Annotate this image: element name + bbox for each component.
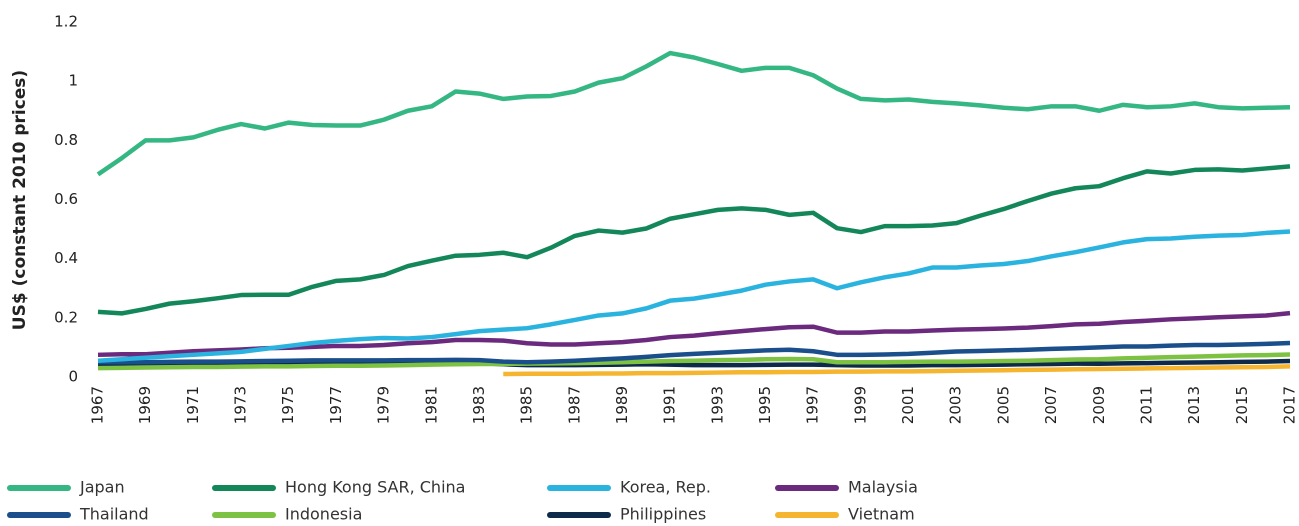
legend-label: Malaysia xyxy=(848,478,918,497)
y-tick-label: 0.2 xyxy=(54,308,78,326)
x-tick-label: 2005 xyxy=(994,386,1012,424)
x-tick-label: 1991 xyxy=(661,386,679,424)
series-line xyxy=(97,164,1291,316)
series-line xyxy=(97,310,1291,358)
x-tick-label: 1983 xyxy=(470,386,488,424)
y-axis-label: US$ (constant 2010 prices) xyxy=(10,70,30,330)
x-tick-label: 2003 xyxy=(947,386,965,424)
x-tick-label: 2001 xyxy=(899,386,917,424)
x-tick-label: 1971 xyxy=(184,386,202,424)
legend-label: Vietnam xyxy=(848,505,915,524)
x-tick-label: 2013 xyxy=(1185,386,1203,424)
x-tick-label: 1977 xyxy=(327,386,345,424)
y-tick-label: 0.4 xyxy=(54,249,78,267)
x-tick-label: 1975 xyxy=(279,386,297,424)
x-tick-label: 1995 xyxy=(756,386,774,424)
x-tick-label: 1979 xyxy=(375,386,393,424)
legend-label: Hong Kong SAR, China xyxy=(285,478,465,497)
x-tick-label: 1987 xyxy=(565,386,583,424)
legend-label: Thailand xyxy=(79,505,149,524)
legend-label: Indonesia xyxy=(285,505,362,524)
x-tick-label: 1967 xyxy=(89,386,107,424)
x-tick-label: 2009 xyxy=(1090,386,1108,424)
x-tick-label: 1989 xyxy=(613,386,631,424)
x-tick-label: 1973 xyxy=(232,386,250,424)
x-tick-label: 1985 xyxy=(518,386,536,424)
x-tick-label: 1993 xyxy=(708,386,726,424)
x-tick-label: 1969 xyxy=(136,386,154,424)
series-line xyxy=(98,340,1291,365)
y-tick-label: 1.2 xyxy=(54,13,78,31)
series-line xyxy=(97,229,1291,363)
x-tick-label: 1999 xyxy=(851,386,869,424)
x-tick-label: 1997 xyxy=(804,386,822,424)
legend-label: Korea, Rep. xyxy=(620,478,711,497)
y-tick-label: 0.8 xyxy=(54,131,78,149)
legend-label: Philippines xyxy=(620,505,706,524)
x-tick-label: 2011 xyxy=(1137,386,1155,424)
x-tick-label: 2015 xyxy=(1233,386,1251,424)
y-tick-label: 1 xyxy=(68,72,78,90)
series-line xyxy=(97,352,1291,371)
x-tick-label: 1981 xyxy=(422,386,440,424)
series-line xyxy=(96,50,1291,177)
x-tick-label: 2017 xyxy=(1281,386,1299,424)
legend-label: Japan xyxy=(79,478,125,497)
series-line xyxy=(503,364,1291,377)
series-line xyxy=(97,358,1291,368)
x-tick-label: 2007 xyxy=(1042,386,1060,424)
y-tick-label: 0 xyxy=(68,368,78,386)
y-tick-label: 0.6 xyxy=(54,190,78,208)
